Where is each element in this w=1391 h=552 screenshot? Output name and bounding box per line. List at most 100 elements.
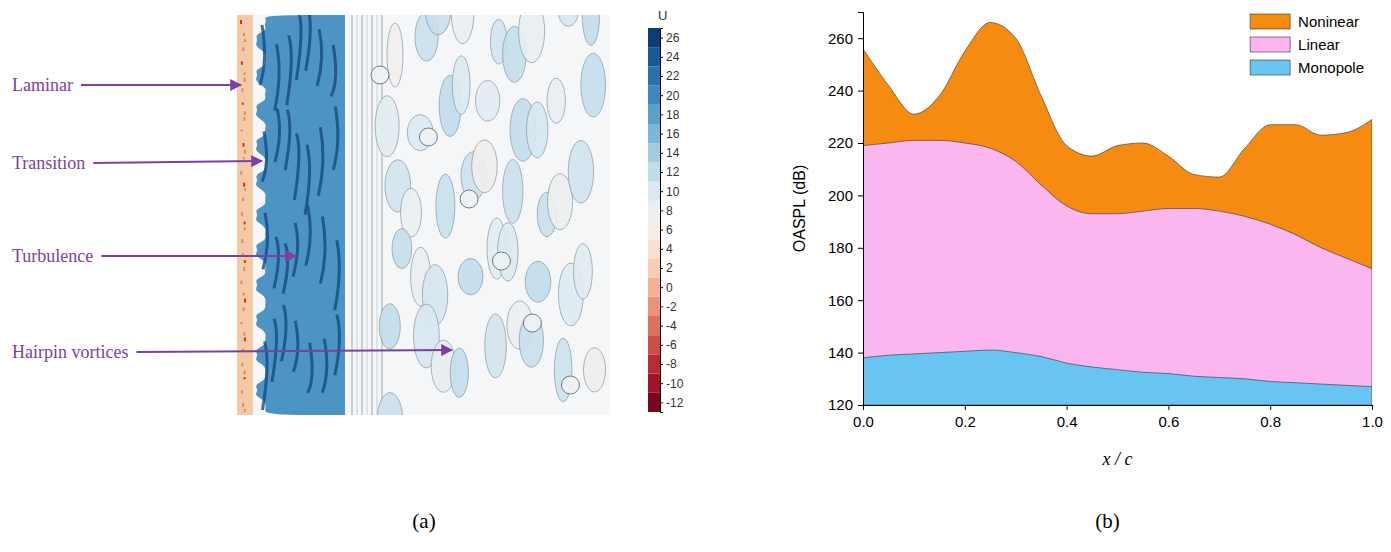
- laminar-speck: [241, 239, 243, 243]
- x-tick-label: 0.6: [1158, 413, 1179, 430]
- laminar-speck: [243, 157, 245, 159]
- laminar-speck: [241, 212, 243, 216]
- legend-label: Monopole: [1298, 59, 1364, 76]
- colorbar-tick-mark: [660, 230, 663, 231]
- vortex-blob: [547, 78, 565, 123]
- colorbar-cell: [648, 354, 660, 373]
- laminar-speck: [242, 403, 244, 407]
- legend-item: Monopole: [1250, 59, 1364, 76]
- colorbar-tick-label: -6: [666, 338, 677, 352]
- y-tick: 200: [828, 187, 863, 204]
- turbulent-streak: [275, 108, 280, 162]
- vortex-blob: [472, 140, 497, 193]
- colorbar-cell: [648, 86, 660, 105]
- x-axis-line: [864, 406, 1373, 411]
- vortex-blob: [557, 15, 579, 26]
- laminar-speck: [244, 409, 246, 412]
- vortex-blob: [452, 56, 470, 115]
- laminar-speck: [243, 117, 245, 121]
- y-tick: 160: [828, 292, 863, 309]
- colorbar-tick: 4: [660, 242, 673, 256]
- laminar-speck: [242, 198, 244, 201]
- turbulent-streak: [331, 45, 336, 96]
- turbulent-streak: [274, 237, 279, 288]
- laminar-speck: [242, 88, 244, 92]
- colorbar-cell: [648, 374, 660, 393]
- turbulent-streak: [306, 15, 311, 71]
- turbulent-streak: [296, 15, 301, 80]
- colorbar-tick: -10: [660, 377, 684, 391]
- colorbar-tick: 12: [660, 165, 680, 179]
- wall-line: [367, 15, 368, 415]
- laminar-speck: [243, 308, 245, 311]
- y-axis-title: OASPL (dB): [791, 165, 808, 252]
- turbulent-streak: [320, 217, 325, 284]
- laminar-speck: [240, 281, 242, 284]
- y-tick: 260: [828, 30, 863, 47]
- laminar-speck: [243, 33, 245, 36]
- vortex-blob: [377, 393, 403, 415]
- laminar-speck: [243, 293, 245, 296]
- vortex-blob: [392, 229, 412, 269]
- x-tick-mark: [863, 405, 864, 410]
- colorbar-cell: [648, 220, 660, 239]
- colorbar-tick: -6: [660, 338, 677, 352]
- colorbar-tick-mark: [660, 287, 663, 288]
- annotation-arrow: [81, 84, 241, 86]
- x-tick-label: 0.4: [1057, 413, 1078, 430]
- colorbar-cell: [648, 47, 660, 66]
- vortex-blob: [525, 261, 551, 302]
- vortex-blob: [568, 141, 593, 204]
- colorbar-tick-label: 4: [666, 242, 673, 256]
- vortex-blob: [574, 244, 593, 299]
- vortex-head: [492, 252, 510, 270]
- panel-caption: (a): [412, 509, 435, 533]
- legend-swatch: [1250, 60, 1290, 75]
- annotation-label: Turbulence: [12, 246, 93, 266]
- y-axis: 120140160180200220240260: [828, 13, 864, 414]
- turbulent-region: [256, 15, 345, 415]
- colorbar-tick: 2: [660, 261, 673, 275]
- laminar-speck: [244, 227, 246, 230]
- y-tick-mark: [858, 143, 863, 144]
- colorbar-tick-mark: [660, 134, 663, 135]
- laminar-speck: [242, 103, 244, 105]
- y-tick: 140: [828, 344, 863, 361]
- colorbar-tick-label: 20: [666, 89, 680, 103]
- area-series: [863, 140, 1372, 405]
- x-tick: 1.0: [1362, 405, 1383, 430]
- colorbar-cell: [648, 124, 660, 143]
- y-tick: 240: [828, 82, 863, 99]
- colorbar-cell: [648, 162, 660, 181]
- vortex-head: [523, 314, 541, 332]
- turbulent-streak: [322, 339, 327, 393]
- annotation-label: Transition: [12, 153, 85, 173]
- laminar-speck: [244, 371, 246, 375]
- laminar-speck: [243, 183, 245, 187]
- colorbar-tick-mark: [660, 364, 663, 365]
- flow-background: [237, 15, 610, 415]
- turbulent-streak: [294, 133, 299, 200]
- x-axis-title: x / c: [1102, 449, 1133, 469]
- laminar-speck: [243, 332, 245, 336]
- vortex-head: [371, 66, 389, 84]
- colorbar-tick-mark: [660, 191, 663, 192]
- colorbar-tick: -8: [660, 357, 677, 371]
- y-tick-label: 180: [828, 239, 853, 256]
- colorbar-tick-label: 16: [666, 127, 680, 141]
- colorbar-tick-mark: [660, 383, 663, 384]
- vortex-blob: [485, 314, 507, 378]
- x-tick: 0.8: [1260, 405, 1281, 430]
- x-tick-label: 1.0: [1362, 413, 1383, 430]
- area-series: [863, 350, 1372, 405]
- colorbar-tick-mark: [660, 268, 663, 269]
- y-tick-label: 260: [828, 30, 853, 47]
- turbulent-streak: [335, 240, 340, 310]
- flow-visualization: [237, 15, 610, 415]
- y-tick: 120: [828, 396, 863, 413]
- vortex-blob: [519, 15, 545, 63]
- laminar-speck: [244, 222, 246, 225]
- laminar-region: [237, 15, 253, 415]
- colorbar-tick-label: -8: [666, 357, 677, 371]
- colorbar-tick-mark: [660, 76, 663, 77]
